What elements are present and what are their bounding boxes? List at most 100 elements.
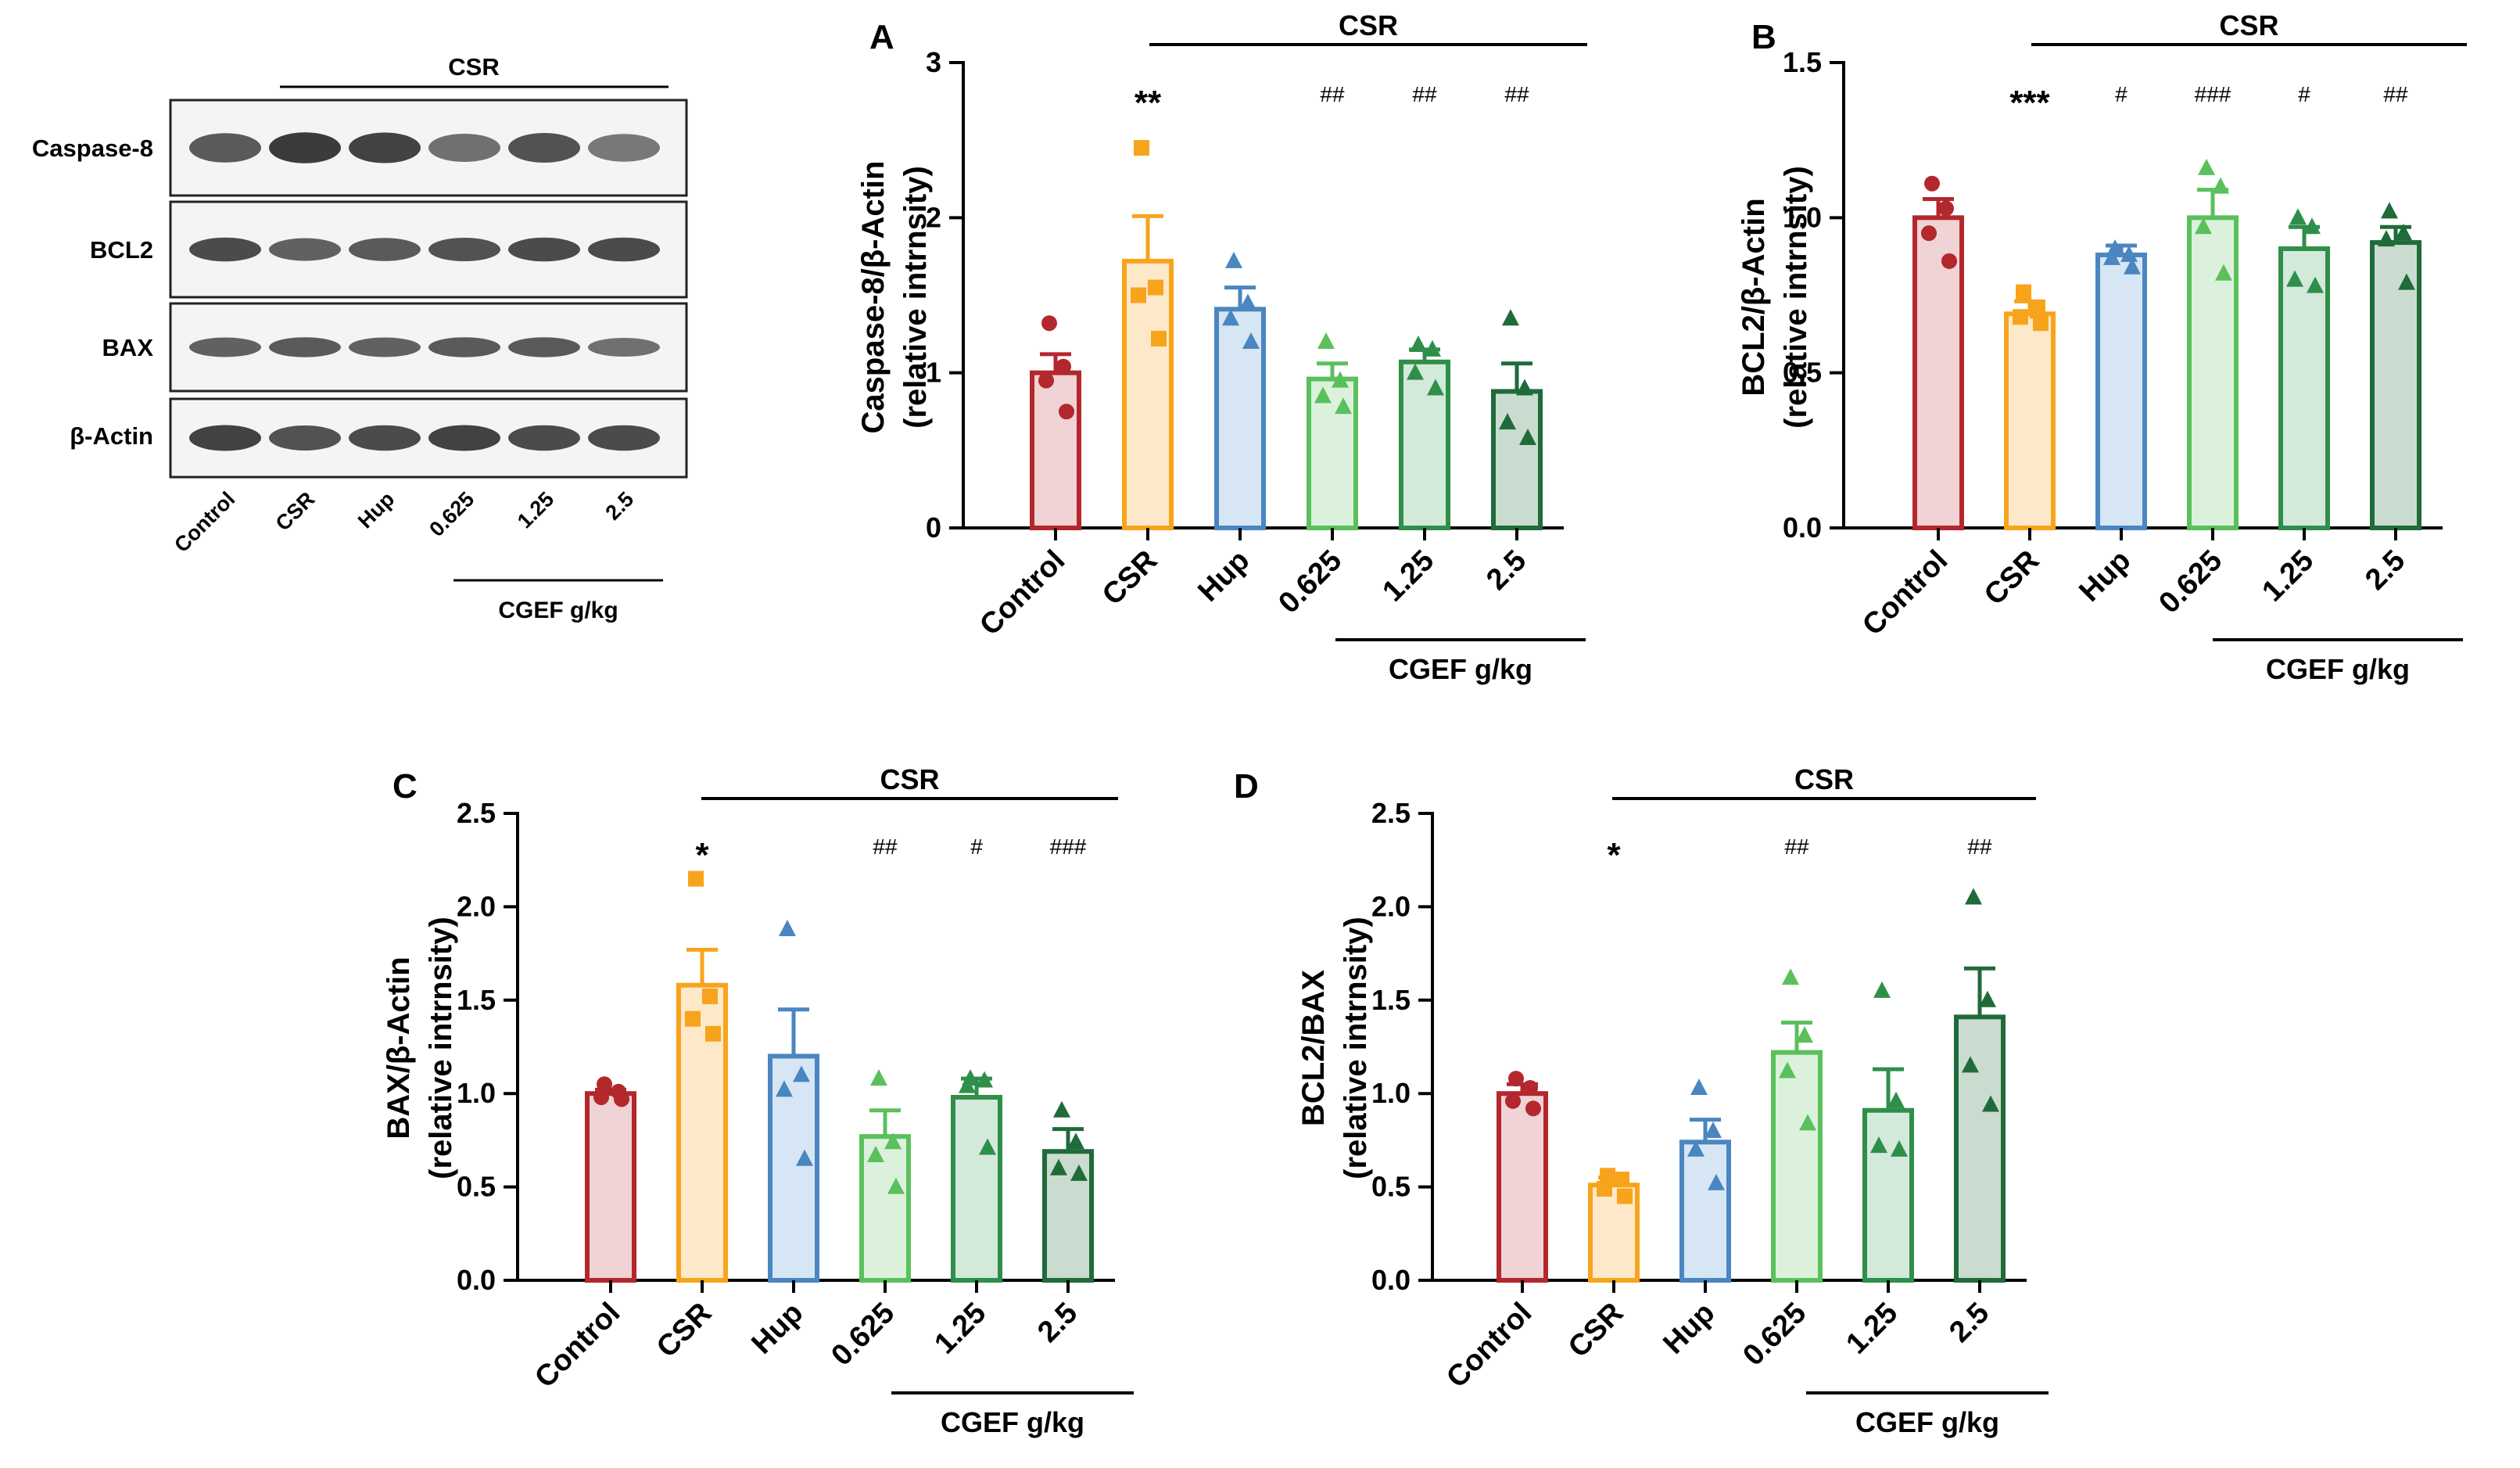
panel-letter: B <box>1751 18 1776 56</box>
x-tick-label: Control <box>973 544 1071 642</box>
bar <box>1399 359 1450 530</box>
bar <box>2095 252 2147 530</box>
data-point <box>1614 1172 1629 1188</box>
data-point <box>884 1132 902 1150</box>
wb-bands <box>189 132 660 451</box>
bar <box>1214 307 1266 530</box>
y-tick-label: 0.5 <box>1783 357 1822 389</box>
data-point <box>2378 230 2395 247</box>
x-tick-label: 2.5 <box>1480 544 1532 597</box>
significance-mark: ## <box>1784 834 1809 859</box>
data-point <box>1151 331 1167 347</box>
significance-mark: ## <box>1320 82 1345 106</box>
data-point <box>1059 404 1074 420</box>
data-point <box>1982 1095 1999 1112</box>
bar <box>859 1134 911 1283</box>
panel-letter: C <box>393 767 418 806</box>
data-point <box>1131 287 1146 303</box>
panel-letter: A <box>869 18 894 56</box>
data-point <box>1056 358 1071 375</box>
x-tick-label: Hup <box>2073 544 2137 608</box>
data-point <box>1870 1136 1887 1154</box>
x-tick-label: CSR <box>1562 1297 1629 1364</box>
data-point <box>705 1025 721 1042</box>
panel-d: D BCL2/BAX (relative intrnsity) 0.0 0.5 1.… <box>1234 763 2049 1438</box>
significance-mark: # <box>970 834 983 859</box>
data-point <box>2215 264 2232 281</box>
data-point <box>614 1091 629 1107</box>
wb-lane-label: 0.625 <box>425 487 479 541</box>
wb-cgef-label: CGEF g/kg <box>498 598 618 623</box>
data-point <box>1779 1061 1796 1079</box>
y-tick-label: 2.5 <box>1371 797 1411 829</box>
data-point <box>2395 224 2412 241</box>
wb-band <box>269 337 341 357</box>
data-point <box>1519 428 1536 445</box>
significance-mark: # <box>2115 82 2127 106</box>
wb-band <box>349 132 421 163</box>
cgef-bracket-label: CGEF g/kg <box>2266 653 2410 685</box>
data-point <box>1617 1188 1633 1204</box>
wb-lane-labels: Control CSR Hup 0.625 1.25 2.5 <box>170 487 638 557</box>
data-point <box>1410 335 1427 352</box>
significance-mark: ### <box>2195 82 2231 106</box>
x-tick-label: 0.625 <box>1737 1297 1812 1373</box>
data-point <box>793 1065 810 1082</box>
significance-mark: ** <box>1135 84 1162 122</box>
y-tick-label: 0.5 <box>1371 1171 1411 1203</box>
data-point <box>1887 1091 1905 1108</box>
cgef-bracket-label: CGEF g/kg <box>941 1406 1084 1438</box>
y-tick-label: 1.0 <box>457 1077 496 1109</box>
wb-band <box>428 238 500 261</box>
csr-bracket-label: CSR <box>880 763 939 795</box>
significance-mark: # <box>2298 82 2310 106</box>
data-point <box>1516 379 1533 396</box>
data-point <box>1508 1071 1524 1087</box>
wb-band <box>508 133 580 163</box>
wb-lane-label: 1.25 <box>513 487 558 533</box>
data-point <box>1067 1132 1084 1150</box>
data-point <box>1053 1100 1070 1118</box>
wb-lane-label: 2.5 <box>600 487 638 525</box>
wb-lane-label: CSR <box>271 487 320 536</box>
data-point <box>1704 1121 1722 1138</box>
significance-mark: *** <box>2009 84 2050 122</box>
data-point <box>887 1177 905 1194</box>
y-tick-label: 0.0 <box>1371 1264 1411 1296</box>
data-point <box>2289 208 2307 225</box>
y-axis-title: BAX/β-Actin <box>382 957 416 1139</box>
csr-bracket-label: CSR <box>1339 9 1398 41</box>
data-point <box>1782 968 1799 985</box>
data-point <box>870 1069 887 1086</box>
data-point <box>1941 253 1957 269</box>
western-blot-panel: CSR Caspase-8 BCL2 BAX β-Actin Control CS… <box>32 53 688 623</box>
data-point <box>1924 175 1940 192</box>
data-point <box>1041 315 1057 332</box>
x-tick-label: CSR <box>1096 544 1163 612</box>
panel-letter: D <box>1234 767 1259 806</box>
x-tick-label: CSR <box>651 1297 718 1364</box>
data-point <box>1239 293 1256 310</box>
data-point <box>776 1080 793 1097</box>
wb-band <box>349 337 421 357</box>
bar <box>1679 1140 1731 1283</box>
wb-row-label: BAX <box>102 334 154 361</box>
wb-csr-label: CSR <box>448 53 499 81</box>
wb-band <box>508 425 580 451</box>
wb-band <box>189 425 261 451</box>
data-point <box>779 920 796 937</box>
y-tick-label: 1.0 <box>1371 1077 1411 1109</box>
data-point <box>2307 276 2324 293</box>
data-point <box>597 1076 612 1093</box>
data-point <box>1502 309 1519 326</box>
data-point <box>1225 251 1242 268</box>
bar <box>1497 1091 1548 1283</box>
significance-mark: ## <box>1412 82 1437 106</box>
data-point <box>1962 1056 1979 1073</box>
data-point <box>593 1089 609 1105</box>
bar <box>1042 1149 1094 1283</box>
x-tick-label: 2.5 <box>1031 1297 1084 1349</box>
bar <box>2187 215 2239 530</box>
data-point <box>979 1138 996 1155</box>
